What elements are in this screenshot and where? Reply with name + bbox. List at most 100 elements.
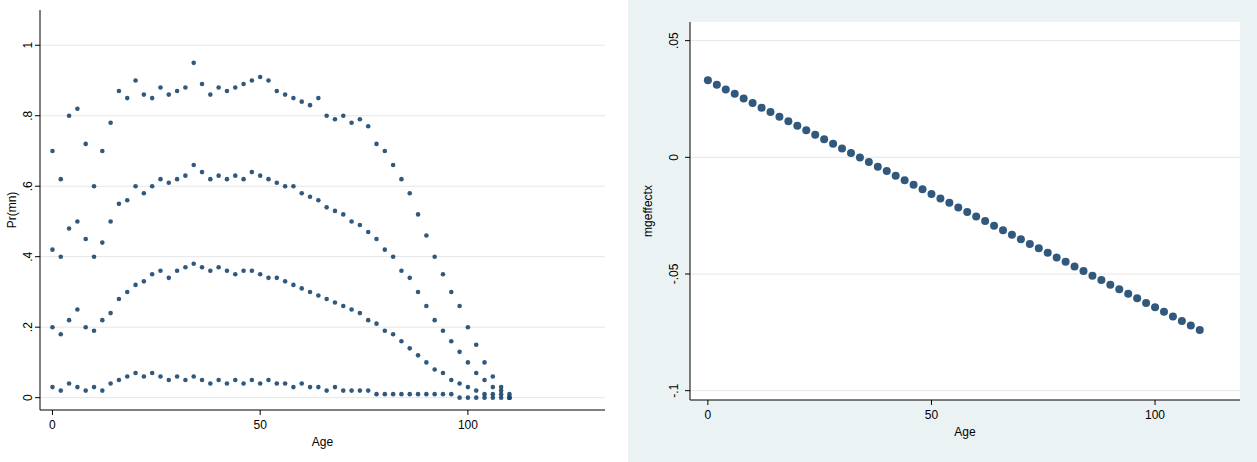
point (191, 163, 196, 168)
point (50, 247, 55, 252)
point (58, 177, 63, 182)
point (1187, 322, 1195, 330)
point (183, 265, 188, 270)
point (945, 199, 953, 207)
point (341, 212, 346, 217)
point (100, 388, 105, 393)
point (416, 392, 421, 397)
point (233, 85, 238, 90)
point (166, 92, 171, 97)
point (1169, 312, 1177, 320)
y-tick (35, 327, 40, 328)
point (299, 286, 304, 291)
point (266, 378, 271, 383)
point (125, 96, 130, 101)
point (349, 120, 354, 125)
point (507, 395, 512, 400)
point (316, 293, 321, 298)
point (358, 311, 363, 316)
point (424, 233, 429, 238)
chart-panel: 0.2.4.6.81050100AgePr(mn) (0, 0, 622, 462)
point (457, 381, 462, 386)
grid-line (40, 45, 605, 46)
point (316, 198, 321, 203)
point (233, 378, 238, 383)
point (383, 392, 388, 397)
grid-line (40, 186, 605, 187)
panel-background (0, 0, 622, 462)
point (910, 181, 918, 189)
point (704, 76, 712, 84)
x-tick-label: 100 (1145, 408, 1165, 422)
point (92, 385, 97, 390)
point (374, 237, 379, 242)
point (241, 268, 246, 273)
point (208, 381, 213, 386)
point (142, 191, 147, 196)
point (133, 283, 138, 288)
point (233, 173, 238, 178)
point (416, 212, 421, 217)
grid-line (40, 115, 605, 116)
point (275, 276, 280, 281)
point (383, 247, 388, 252)
point (333, 385, 338, 390)
point (191, 374, 196, 379)
point (67, 113, 72, 118)
x-tick (707, 400, 708, 405)
point (200, 170, 205, 175)
grid-line (690, 390, 1240, 391)
point (474, 343, 479, 348)
point (75, 106, 80, 111)
point (358, 388, 363, 393)
point (399, 339, 404, 344)
point (919, 185, 927, 193)
point (865, 158, 873, 166)
point (108, 311, 113, 316)
point (117, 378, 122, 383)
point (100, 318, 105, 323)
point (125, 374, 130, 379)
point (200, 265, 205, 270)
y-tick-label: .05 (667, 32, 681, 49)
point (441, 328, 446, 333)
x-axis-line (40, 410, 605, 411)
point (491, 385, 496, 390)
point (216, 173, 221, 178)
point (341, 113, 346, 118)
point (758, 104, 766, 112)
y-tick-label: .4 (21, 251, 35, 261)
point (258, 75, 263, 80)
point (820, 135, 828, 143)
point (250, 268, 255, 273)
point (424, 304, 429, 309)
point (241, 381, 246, 386)
point (466, 385, 471, 390)
point (1071, 263, 1079, 271)
point (208, 177, 213, 182)
point (740, 95, 748, 103)
point (258, 272, 263, 277)
plot-area (690, 22, 1240, 400)
x-tick-label: 50 (925, 408, 939, 422)
point (802, 126, 810, 134)
y-tick-label: .6 (21, 181, 35, 191)
point (83, 142, 88, 147)
point (482, 378, 487, 383)
point (324, 113, 329, 118)
point (150, 184, 155, 189)
point (117, 89, 122, 94)
point (432, 254, 437, 259)
point (183, 378, 188, 383)
point (358, 117, 363, 122)
point (981, 217, 989, 225)
point (225, 89, 230, 94)
point (793, 122, 801, 130)
x-tick-label: 0 (49, 418, 56, 432)
point (250, 78, 255, 83)
point (847, 149, 855, 157)
point (233, 272, 238, 277)
point (166, 276, 171, 281)
point (58, 388, 63, 393)
y-tick-label: .2 (21, 322, 35, 332)
